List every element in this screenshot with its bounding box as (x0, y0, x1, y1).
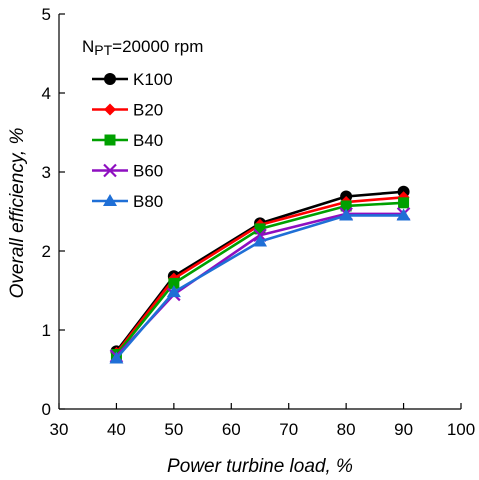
y-ticks: 0 1 2 3 4 5 (42, 5, 65, 419)
x-tick-label: 50 (164, 420, 183, 439)
legend-label: B80 (133, 192, 163, 211)
series-b80 (109, 208, 411, 364)
legend-entry-b40: B40 (92, 131, 163, 150)
legend-entry-b60: B60 (92, 162, 163, 181)
data-point (109, 351, 124, 364)
y-tick-label: 1 (42, 321, 51, 340)
x-tick-label: 90 (394, 420, 413, 439)
series-layer (109, 185, 411, 364)
x-tick-label: 40 (107, 420, 126, 439)
x-tick-label: 100 (447, 420, 475, 439)
data-point (340, 200, 352, 212)
legend-label: K100 (133, 70, 173, 89)
legend-marker (104, 103, 116, 116)
data-point (254, 223, 266, 235)
x-tick-label: 70 (279, 420, 298, 439)
x-tick-label: 60 (222, 420, 241, 439)
legend-entry-b20: B20 (92, 101, 163, 120)
legend-title: NPT=20000 rpm (82, 37, 203, 58)
legend-marker (104, 134, 116, 146)
legend-label: B20 (133, 101, 163, 120)
legend-title-subscript: PT (94, 42, 112, 58)
legend-marker (104, 73, 116, 85)
legend-marker (103, 194, 117, 206)
series-k100 (110, 185, 410, 358)
legend-label: B60 (133, 162, 163, 181)
legend-entry-b80: B80 (92, 192, 163, 211)
y-tick-label: 4 (42, 84, 51, 103)
legend-marker (103, 163, 117, 178)
data-point (253, 234, 267, 247)
data-point (166, 285, 181, 298)
y-tick-label: 3 (42, 163, 51, 182)
y-tick-label: 0 (42, 400, 51, 419)
data-point (398, 197, 410, 209)
legend-label: B40 (133, 131, 163, 150)
data-point (396, 208, 411, 221)
legend-title-suffix: =20000 rpm (112, 37, 203, 56)
data-point (168, 277, 180, 289)
y-axis-title: Overall efficiency, % (7, 128, 28, 299)
y-tick-label: 2 (42, 242, 51, 261)
data-point (339, 208, 354, 221)
x-axis-title: Power turbine load, % (167, 456, 353, 477)
legend-entry-k100: K100 (92, 70, 173, 89)
x-tick-label: 80 (337, 420, 356, 439)
legend-title-prefix: N (82, 37, 94, 56)
x-ticks: 30 40 50 60 70 80 90 100 (50, 403, 475, 439)
legend: NPT=20000 rpm K100 B20 B40 B60 B80 (82, 37, 203, 211)
axes (58, 14, 461, 410)
x-tick-label: 30 (50, 420, 69, 439)
y-tick-label: 5 (42, 5, 51, 24)
